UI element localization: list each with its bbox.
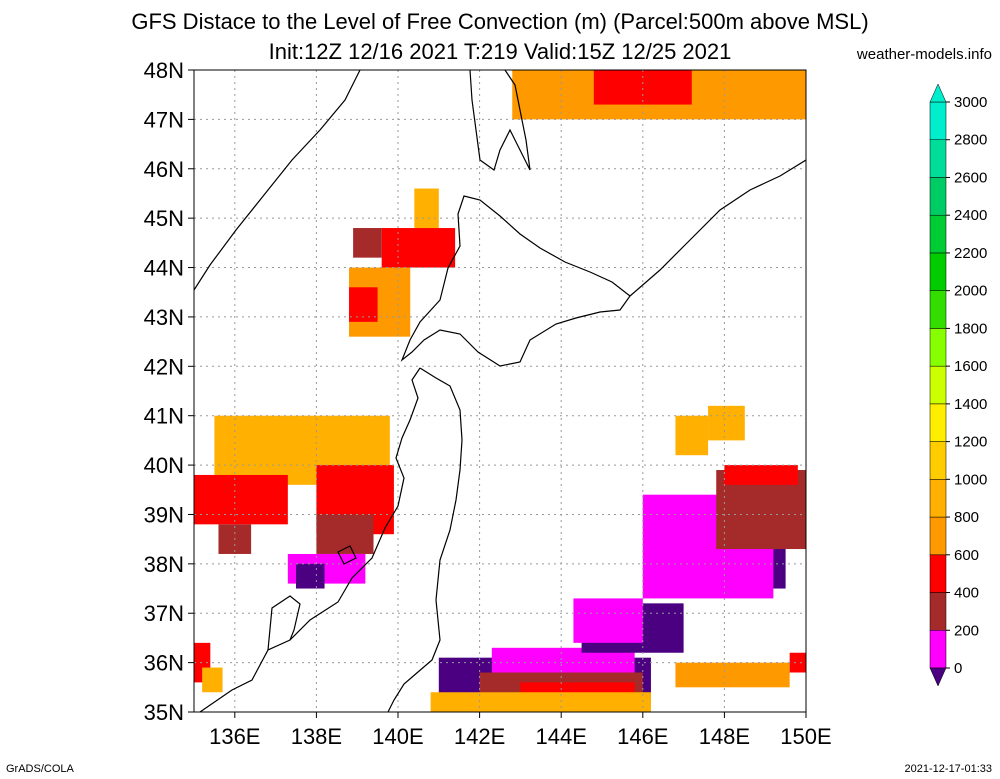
colorbar-segment xyxy=(929,479,947,518)
colorbar-label: 1600 xyxy=(954,358,987,375)
lon-tick-label: 140E xyxy=(372,724,423,749)
lfc-field-layer xyxy=(194,70,806,712)
colorbar-segment xyxy=(929,516,947,556)
colorbar-segment xyxy=(929,177,947,216)
colorbar-label: 1000 xyxy=(954,471,987,488)
lon-tick-label: 136E xyxy=(209,724,260,749)
colorbar-segment xyxy=(929,403,947,442)
field-patch xyxy=(573,598,643,643)
plot-frame xyxy=(193,69,807,713)
colorbar-label: 2800 xyxy=(954,132,987,149)
chart-title: GFS Distace to the Level of Free Convect… xyxy=(131,9,869,34)
lat-tick-label: 47N xyxy=(144,107,184,132)
field-patch xyxy=(789,652,806,673)
field-patch xyxy=(349,287,378,322)
footer-software-label: GrADS/COLA xyxy=(6,763,74,775)
field-patch xyxy=(675,415,709,456)
colorbar-segment xyxy=(929,554,947,593)
credit-label: weather-models.info xyxy=(856,46,992,63)
coastline-layer xyxy=(194,70,806,712)
colorbar-label: 600 xyxy=(954,547,979,564)
colorbar-label: 3000 xyxy=(954,94,987,111)
colorbar-label: 2600 xyxy=(954,169,987,186)
field-patch xyxy=(194,474,288,525)
colorbar-over-triangle xyxy=(929,83,947,103)
colorbar-label: 0 xyxy=(954,660,962,677)
colorbar-segment xyxy=(929,592,947,631)
field-patch xyxy=(430,692,651,712)
colorbar-segment xyxy=(929,252,947,291)
lon-tick-label: 148E xyxy=(699,724,750,749)
colorbar-label: 400 xyxy=(954,585,979,602)
grid-lines xyxy=(194,70,806,712)
colorbar-label: 200 xyxy=(954,622,979,639)
colorbar-under-triangle xyxy=(929,667,947,687)
field-patch xyxy=(202,667,223,693)
longitude-labels: 136E 138E 140E 142E 144E 146E 148E 150E xyxy=(209,712,832,749)
lat-tick-label: 44N xyxy=(144,256,184,281)
colorbar-segment xyxy=(929,214,947,254)
lat-tick-label: 35N xyxy=(144,700,184,725)
colorbar-segment xyxy=(929,139,947,178)
colorbar-segment xyxy=(929,290,947,329)
colorbar-segment xyxy=(929,328,947,367)
field-patch xyxy=(353,228,382,258)
field-patch xyxy=(414,188,439,229)
field-patch xyxy=(593,70,692,105)
colorbar-label: 2000 xyxy=(954,283,987,300)
lat-tick-label: 45N xyxy=(144,206,184,231)
coastline-sakhalin xyxy=(469,70,531,171)
colorbar-segment xyxy=(929,101,947,140)
lon-tick-label: 142E xyxy=(454,724,505,749)
lat-tick-label: 37N xyxy=(144,601,184,626)
lat-tick-label: 36N xyxy=(144,651,184,676)
field-patch xyxy=(675,662,790,688)
field-patch xyxy=(296,563,325,589)
lat-tick-label: 38N xyxy=(144,552,184,577)
coastline-kurils xyxy=(629,159,806,297)
field-patch xyxy=(708,405,745,441)
field-patch xyxy=(724,465,798,485)
field-patch xyxy=(316,514,374,554)
lat-tick-label: 42N xyxy=(144,354,184,379)
coastline-noto xyxy=(267,595,301,651)
coastline-mainland xyxy=(194,70,361,291)
lon-tick-label: 146E xyxy=(617,724,668,749)
coastline-sado xyxy=(337,545,357,565)
footer-timestamp: 2021-12-17-01:33 xyxy=(904,763,992,775)
colorbar-label: 1800 xyxy=(954,320,987,337)
lat-tick-label: 43N xyxy=(144,305,184,330)
lat-tick-label: 46N xyxy=(144,157,184,182)
lat-tick-label: 48N xyxy=(144,58,184,83)
coastline-honshu-east xyxy=(387,367,463,712)
coastline-honshu-west xyxy=(199,367,421,712)
colorbar-label: 800 xyxy=(954,509,979,526)
chart-subtitle: Init:12Z 12/16 2021 T:219 Valid:15Z 12/2… xyxy=(268,39,732,64)
colorbar-label: 1400 xyxy=(954,396,987,413)
lon-tick-label: 138E xyxy=(291,724,342,749)
colorbar-segment xyxy=(929,441,947,480)
lat-tick-label: 40N xyxy=(144,453,184,478)
coastline-hokkaido xyxy=(400,195,631,367)
field-patch xyxy=(381,228,456,268)
lon-tick-label: 150E xyxy=(780,724,831,749)
colorbar-label: 1200 xyxy=(954,434,987,451)
colorbar-segment xyxy=(929,365,947,405)
lat-tick-label: 39N xyxy=(144,502,184,527)
lat-tick-label: 41N xyxy=(144,404,184,429)
colorbar-label: 2400 xyxy=(954,207,987,224)
colorbar-label: 2200 xyxy=(954,245,987,262)
lon-tick-label: 144E xyxy=(536,724,587,749)
colorbar-segment xyxy=(929,630,947,669)
colorbar: 0 200 400 600 800 1000 1200 1400 1600 1800 2000 220… xyxy=(929,83,987,687)
latitude-labels: 48N 47N 46N 45N 44N 43N 42N 41N 40N 39N 38N 37N 36N 3… xyxy=(144,58,194,725)
